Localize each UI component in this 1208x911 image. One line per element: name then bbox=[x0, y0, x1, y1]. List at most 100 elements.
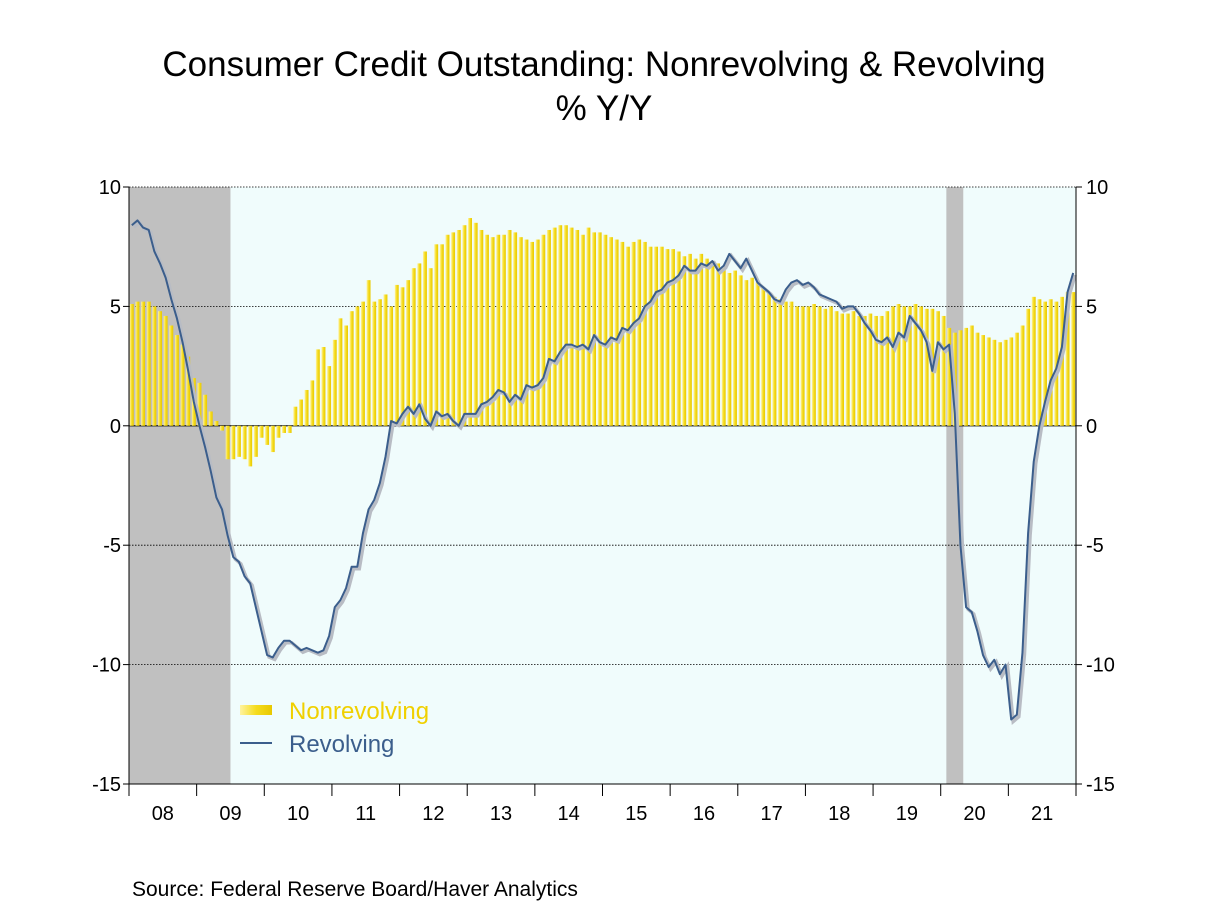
bar bbox=[287, 425, 292, 433]
bar bbox=[304, 389, 309, 426]
bar bbox=[411, 268, 416, 426]
bar bbox=[817, 306, 822, 426]
bar bbox=[913, 304, 918, 426]
bar bbox=[710, 261, 715, 426]
bar bbox=[665, 249, 670, 426]
bar bbox=[1014, 332, 1019, 426]
bar bbox=[580, 234, 585, 426]
bar bbox=[445, 234, 450, 426]
bar bbox=[766, 292, 771, 426]
bar bbox=[293, 406, 298, 426]
chart-title: Consumer Credit Outstanding: Nonrevolvin… bbox=[162, 45, 1045, 84]
y2-tick-label: -10 bbox=[1086, 655, 1115, 677]
bar bbox=[456, 229, 461, 426]
bar bbox=[321, 346, 326, 426]
bar bbox=[749, 277, 754, 426]
bar bbox=[834, 311, 839, 426]
bar bbox=[969, 325, 974, 426]
bar bbox=[434, 244, 439, 426]
bar bbox=[896, 304, 901, 426]
bar bbox=[203, 394, 208, 426]
bar bbox=[310, 380, 315, 426]
bar bbox=[947, 327, 952, 426]
bar bbox=[1031, 296, 1036, 426]
bar bbox=[811, 304, 816, 426]
bar bbox=[941, 315, 946, 426]
x-tick-label: 16 bbox=[693, 803, 715, 825]
bar bbox=[1020, 325, 1025, 426]
y2-tick-label: 0 bbox=[1086, 416, 1097, 438]
bar bbox=[400, 287, 405, 426]
bar bbox=[541, 234, 546, 426]
x-tick-label: 10 bbox=[287, 803, 309, 825]
bar bbox=[659, 246, 664, 426]
bar bbox=[986, 337, 991, 426]
bar bbox=[276, 425, 281, 438]
bar bbox=[857, 315, 861, 426]
bar bbox=[1003, 339, 1008, 426]
bar bbox=[530, 241, 535, 426]
bar bbox=[389, 306, 394, 426]
bar bbox=[1026, 308, 1031, 426]
x-tick-label: 18 bbox=[828, 803, 850, 825]
bar bbox=[468, 218, 473, 426]
bar bbox=[180, 344, 185, 426]
bar bbox=[885, 311, 890, 426]
bar bbox=[997, 342, 1002, 426]
bar bbox=[924, 308, 929, 426]
x-tick-label: 21 bbox=[1031, 803, 1053, 825]
bar bbox=[637, 239, 642, 426]
bar bbox=[129, 304, 134, 426]
bar bbox=[1048, 299, 1053, 426]
bar bbox=[253, 425, 258, 457]
bar bbox=[186, 356, 191, 426]
bar bbox=[524, 239, 529, 426]
y-tick-label: -15 bbox=[92, 774, 121, 796]
bar bbox=[479, 229, 484, 426]
bar bbox=[890, 306, 895, 426]
y-tick-label: 5 bbox=[110, 296, 121, 318]
bar bbox=[744, 280, 749, 426]
x-tick-label: 12 bbox=[422, 803, 444, 825]
bar bbox=[208, 411, 213, 426]
bar bbox=[907, 306, 912, 426]
bar bbox=[558, 225, 563, 426]
bar bbox=[496, 234, 501, 426]
legend-label: Nonrevolving bbox=[289, 698, 429, 725]
bar bbox=[738, 275, 743, 426]
bar bbox=[614, 239, 619, 426]
bar bbox=[439, 244, 444, 426]
x-tick-label: 09 bbox=[219, 803, 241, 825]
bar bbox=[197, 382, 202, 426]
bar bbox=[964, 327, 969, 426]
bar bbox=[518, 237, 523, 426]
bar bbox=[225, 425, 230, 460]
bar bbox=[670, 249, 675, 426]
bar bbox=[642, 241, 647, 426]
bar bbox=[704, 258, 709, 426]
bar bbox=[417, 263, 422, 426]
bar bbox=[648, 246, 653, 426]
bar bbox=[451, 232, 456, 426]
bar bbox=[716, 263, 721, 426]
bar bbox=[473, 222, 478, 426]
bar bbox=[236, 425, 241, 457]
bar bbox=[851, 311, 856, 426]
bar bbox=[1071, 292, 1076, 426]
bar bbox=[1054, 301, 1059, 426]
bar bbox=[394, 284, 399, 426]
bar bbox=[546, 229, 551, 426]
bar bbox=[507, 229, 512, 426]
x-tick-label: 13 bbox=[490, 803, 512, 825]
bar bbox=[1037, 299, 1042, 426]
bar bbox=[563, 225, 568, 426]
bar bbox=[501, 234, 506, 426]
bar bbox=[163, 315, 168, 426]
bar bbox=[687, 253, 692, 426]
bar bbox=[146, 301, 151, 426]
bar bbox=[992, 339, 997, 426]
chart-subtitle: % Y/Y bbox=[556, 89, 653, 128]
y-tick-label: -10 bbox=[92, 655, 121, 677]
bar bbox=[823, 308, 828, 426]
bar bbox=[845, 313, 850, 426]
